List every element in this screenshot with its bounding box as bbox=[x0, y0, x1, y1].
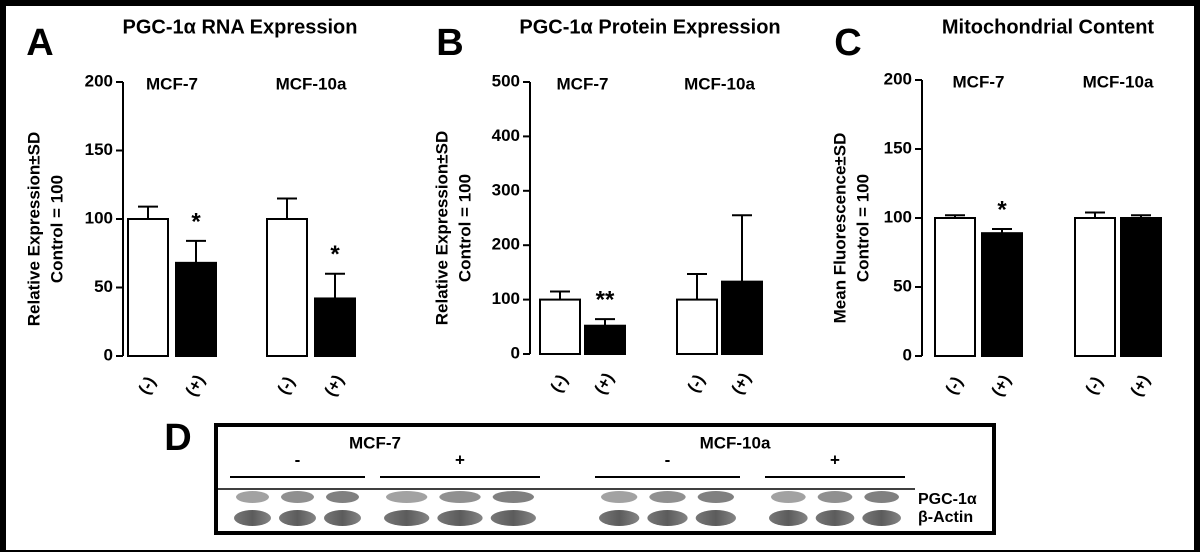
blot-band bbox=[601, 491, 638, 503]
y-axis-label: Relative Expression±SD bbox=[24, 132, 43, 327]
significance-marker: * bbox=[330, 241, 340, 268]
blot-band bbox=[862, 510, 902, 526]
x-tick-label: (-) bbox=[684, 371, 709, 395]
group-label: MCF-7 bbox=[557, 74, 609, 93]
blot-band bbox=[864, 491, 900, 503]
y-tick-label: 50 bbox=[893, 276, 912, 295]
x-tick-label: (-) bbox=[135, 373, 160, 397]
blot-band bbox=[769, 510, 808, 526]
panel-letter: B bbox=[436, 22, 463, 64]
x-tick-label: (+) bbox=[728, 370, 755, 398]
x-tick-label: (-) bbox=[547, 371, 572, 395]
y-tick-label: 150 bbox=[85, 140, 113, 159]
bar bbox=[721, 280, 763, 356]
blot-band bbox=[490, 510, 536, 526]
blot-band bbox=[326, 491, 359, 503]
x-tick-label: (+) bbox=[1127, 372, 1154, 400]
group-label: MCF-10a bbox=[700, 433, 771, 452]
blot-band bbox=[279, 510, 316, 526]
blot-band bbox=[695, 510, 736, 526]
y-axis-label: Control = 100 bbox=[455, 174, 474, 282]
group-label: MCF-7 bbox=[349, 433, 401, 452]
x-tick-label: (-) bbox=[942, 373, 967, 397]
bar bbox=[539, 298, 581, 356]
blot-band bbox=[234, 510, 271, 526]
blot-band bbox=[817, 491, 853, 503]
blot-band bbox=[647, 510, 688, 526]
y-axis-label: Control = 100 bbox=[47, 175, 66, 283]
chart-title: Mitochondrial Content bbox=[942, 16, 1155, 38]
bar bbox=[981, 232, 1023, 357]
panel-letter: A bbox=[26, 22, 53, 64]
blot-band bbox=[386, 491, 428, 503]
y-tick-label: 0 bbox=[511, 343, 520, 362]
blot-row-label: β-Actin bbox=[918, 509, 973, 526]
bar bbox=[934, 217, 976, 357]
bar bbox=[676, 298, 718, 356]
x-tick-label: (-) bbox=[274, 373, 299, 397]
blot-band bbox=[439, 491, 481, 503]
y-tick-label: 50 bbox=[94, 277, 113, 296]
bar bbox=[314, 297, 356, 357]
lane-label: + bbox=[455, 450, 465, 469]
y-tick-label: 100 bbox=[492, 289, 520, 308]
group-label: MCF-10a bbox=[276, 74, 347, 93]
bar bbox=[266, 218, 308, 357]
y-tick-label: 100 bbox=[884, 207, 912, 226]
bar bbox=[584, 324, 626, 356]
x-tick-label: (-) bbox=[1082, 373, 1107, 397]
y-tick-label: 300 bbox=[492, 180, 520, 199]
y-tick-label: 150 bbox=[884, 138, 912, 157]
x-tick-label: (+) bbox=[182, 372, 209, 400]
y-tick-label: 500 bbox=[492, 71, 520, 90]
x-tick-label: (+) bbox=[591, 370, 618, 398]
x-tick-label: (+) bbox=[988, 372, 1015, 400]
y-tick-label: 200 bbox=[85, 71, 113, 90]
bar bbox=[1074, 217, 1116, 357]
blot-row-label: PGC-1α bbox=[918, 491, 977, 508]
blot-band bbox=[437, 510, 483, 526]
significance-marker: ** bbox=[596, 287, 615, 314]
blot-band bbox=[599, 510, 640, 526]
y-tick-label: 400 bbox=[492, 126, 520, 145]
bar bbox=[1120, 217, 1162, 357]
y-tick-label: 0 bbox=[104, 345, 113, 364]
y-axis-label: Relative Expression±SD bbox=[432, 131, 451, 326]
y-tick-label: 200 bbox=[884, 69, 912, 88]
blot-band bbox=[697, 491, 734, 503]
blot-band bbox=[771, 491, 806, 503]
y-axis-label: Control = 100 bbox=[853, 174, 872, 282]
group-label: MCF-7 bbox=[953, 72, 1005, 91]
lane-label: - bbox=[665, 450, 671, 469]
panel-letter: C bbox=[834, 22, 861, 64]
panel-letter: D bbox=[164, 417, 191, 459]
blot-band bbox=[649, 491, 686, 503]
y-tick-label: 100 bbox=[85, 208, 113, 227]
blot-band bbox=[492, 491, 534, 503]
group-label: MCF-10a bbox=[1083, 72, 1154, 91]
group-label: MCF-7 bbox=[146, 74, 198, 93]
y-axis-label: Mean Fluorescence±SD bbox=[830, 133, 849, 324]
bar bbox=[127, 218, 169, 357]
group-label: MCF-10a bbox=[684, 74, 755, 93]
chart-title: PGC-1α RNA Expression bbox=[123, 16, 358, 38]
blot-band bbox=[281, 491, 314, 503]
y-tick-label: 0 bbox=[903, 345, 912, 364]
lane-label: + bbox=[830, 450, 840, 469]
chart-title: PGC-1α Protein Expression bbox=[519, 16, 780, 38]
blot-band bbox=[815, 510, 855, 526]
blot-band bbox=[236, 491, 269, 503]
bar bbox=[175, 261, 217, 357]
blot-band bbox=[324, 510, 361, 526]
significance-marker: * bbox=[191, 208, 201, 235]
significance-marker: * bbox=[997, 196, 1007, 223]
lane-label: - bbox=[295, 450, 301, 469]
blot-band bbox=[384, 510, 430, 526]
y-tick-label: 200 bbox=[492, 235, 520, 254]
x-tick-label: (+) bbox=[321, 372, 348, 400]
